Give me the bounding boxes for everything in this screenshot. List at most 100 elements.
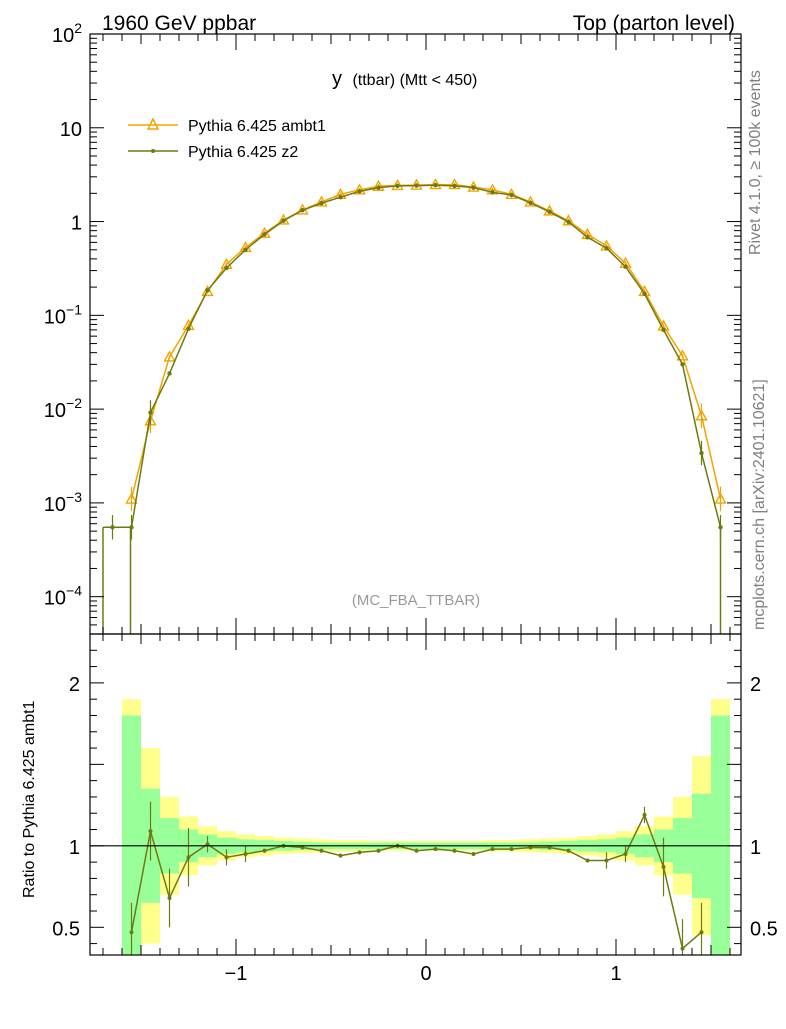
z2-marker (281, 218, 286, 223)
ambt1-marker (410, 178, 423, 190)
ambt1-marker (448, 178, 461, 190)
z2-marker (148, 410, 153, 415)
ratio-marker-z2 (585, 858, 590, 863)
z2-marker (547, 209, 552, 215)
x-tick-label: 0 (420, 963, 431, 985)
ratio-marker-z2 (243, 851, 248, 856)
ratio-marker-z2 (528, 845, 533, 850)
side-mcplots-label: mcplots.cern.ch [arXiv:2401.10621] (751, 379, 768, 630)
y-tick-base: 10 (44, 494, 66, 516)
z2-marker (604, 245, 609, 251)
ambt1-marker (372, 179, 385, 191)
ratio-marker-z2 (129, 930, 134, 935)
ratio-y-tick-label: 2 (69, 674, 80, 696)
ratio-marker-z2 (338, 853, 343, 858)
ratio-marker-z2 (357, 850, 362, 855)
z2-marker (566, 219, 571, 225)
ratio-marker-z2 (167, 895, 172, 900)
z2-marker (490, 190, 495, 195)
ratio-marker-z2 (300, 845, 305, 850)
ratio-marker-z2 (604, 858, 609, 863)
ambt1-marker (144, 414, 157, 426)
y-tick-label: 10−4 (44, 583, 82, 610)
ambt1-marker (467, 180, 480, 192)
y-tick-label: 10−1 (44, 301, 82, 328)
ambt1-marker (315, 195, 328, 207)
y-tick-label: 10−2 (44, 395, 82, 422)
z2-marker (699, 450, 704, 456)
band-green-bin (122, 715, 141, 955)
ratio-marker-z2 (205, 842, 210, 847)
ratio-y-tick-label: 1 (69, 837, 80, 859)
y-tick-base: 10 (44, 306, 66, 328)
series-line-1 (112, 184, 722, 528)
z2-marker (452, 183, 457, 189)
band-green-bin (711, 715, 730, 955)
z2-marker (243, 247, 248, 252)
legend-marker-z2 (151, 149, 155, 153)
ratio-y-tick-label-right: 2 (750, 674, 761, 696)
series-layer (102, 178, 727, 955)
y-tick-base: 10 (52, 25, 74, 47)
z2-marker (718, 525, 723, 530)
ambt1-marker (695, 409, 708, 421)
z2-marker (300, 208, 305, 213)
ratio-marker-z2 (623, 851, 628, 856)
ratio-marker-z2 (452, 848, 457, 853)
ratio-marker-z2 (509, 847, 514, 852)
ratio-marker-z2 (319, 848, 324, 853)
ratio-marker-z2 (699, 930, 704, 935)
ambt1-marker (505, 187, 518, 200)
series-line-0 (130, 183, 722, 500)
z2-marker (186, 326, 191, 331)
side-rivet-label: Rivet 4.1.0, ≥ 100k events (747, 70, 764, 255)
z2-marker (680, 362, 685, 367)
z2-marker (376, 185, 381, 190)
ambt1-marker (201, 284, 214, 297)
ratio-y-tick-label-right: 0.5 (750, 918, 778, 940)
analysis-watermark: (MC_FBA_TTBAR) (352, 592, 480, 609)
y-tick-base: 10 (44, 400, 66, 422)
z2-marker (205, 288, 210, 293)
z2-marker (642, 291, 647, 296)
ratio-marker-z2 (376, 848, 381, 853)
z2-marker (414, 183, 419, 188)
header-energy: 1960 GeV ppbar (102, 12, 256, 35)
y-tick-base: 10 (44, 588, 66, 610)
ambt1-marker (714, 492, 727, 504)
y-tick-exponent: −1 (66, 301, 82, 317)
ambt1-marker (391, 178, 404, 191)
ratio-series-group (129, 801, 704, 955)
ratio-marker-z2 (224, 855, 229, 860)
ratio-marker-z2 (471, 851, 476, 856)
z2-marker (623, 264, 628, 269)
z2-marker (357, 189, 362, 194)
ratio-marker-z2 (642, 812, 647, 817)
ambt1-marker (676, 349, 689, 361)
y-tick-exponent: −2 (66, 395, 82, 411)
ratio-frame (89, 633, 742, 956)
ratio-marker-z2 (148, 829, 153, 834)
y-tick-exponent: 2 (74, 20, 82, 36)
ratio-marker-z2 (490, 847, 495, 852)
plot-title: y (ttbar) (Mtt < 450) (332, 68, 477, 90)
ambt1-marker (125, 492, 138, 504)
ratio-y-tick-label: 0.5 (52, 918, 80, 940)
ratio-marker-z2 (262, 848, 267, 853)
z2-marker (471, 185, 476, 190)
main-series-group (102, 178, 727, 634)
ratio-marker-z2 (433, 847, 438, 852)
x-tick-label: 1 (610, 963, 621, 985)
ratio-marker-z2 (186, 855, 191, 860)
y-tick-exponent: −4 (66, 583, 82, 599)
z2-marker (528, 200, 533, 206)
z2-marker (319, 200, 324, 206)
ambt1-marker (163, 350, 176, 362)
legend-marker-ambt1 (146, 117, 160, 130)
z2-marker (167, 371, 172, 376)
y-tick-label: 102 (52, 20, 82, 47)
header-process: Top (parton level) (573, 12, 735, 35)
legend-label-z2: Pythia 6.425 z2 (188, 144, 298, 161)
